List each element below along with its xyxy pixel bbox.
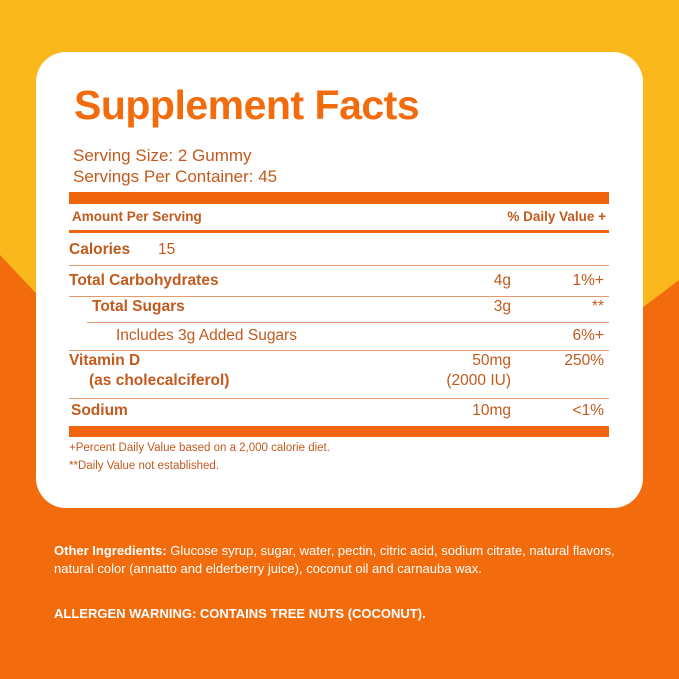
row-amount: 4g — [493, 272, 511, 289]
row-sublabel: (as cholecalciferol) — [89, 372, 230, 389]
row-label: Total Carbohydrates — [69, 272, 219, 289]
other-ingredients-text: Glucose syrup, sugar, water, pectin, cit… — [54, 543, 615, 576]
allergen-warning: ALLERGEN WARNING: CONTAINS TREE NUTS (CO… — [54, 606, 426, 621]
other-ingredients: Other Ingredients: Glucose syrup, sugar,… — [54, 542, 644, 578]
row-amount: 10mg — [472, 402, 511, 419]
supplement-facts-panel: Supplement Facts Serving Size: 2 Gummy S… — [36, 52, 643, 508]
row-label: Total Sugars — [92, 298, 185, 315]
row-label: Includes 3g Added Sugars — [116, 327, 297, 344]
divider — [69, 350, 609, 351]
divider-medium — [69, 230, 609, 233]
divider-thick — [69, 426, 609, 437]
row-amount: 3g — [493, 298, 511, 315]
footnote-not-established: **Daily Value not established. — [69, 460, 220, 472]
calories-label: Calories — [69, 241, 131, 258]
calories-value: 15 — [158, 241, 176, 258]
row-amount-iu: (2000 IU) — [446, 372, 511, 389]
row-label: Vitamin D — [69, 352, 141, 369]
row-dv: ** — [591, 298, 604, 315]
other-ingredients-label: Other Ingredients: — [54, 543, 167, 558]
row-dv: <1% — [572, 402, 604, 419]
row-dv: 6%+ — [572, 327, 604, 344]
row-label: Sodium — [71, 402, 128, 419]
amount-per-serving-header: Amount Per Serving — [72, 209, 202, 224]
serving-size: Serving Size: 2 Gummy — [73, 146, 252, 165]
divider — [87, 322, 609, 323]
divider — [69, 296, 609, 297]
row-amount: 50mg — [472, 352, 511, 369]
daily-value-header: % Daily Value + — [507, 209, 606, 224]
divider — [69, 398, 609, 399]
footnote-daily-value: +Percent Daily Value based on a 2,000 ca… — [69, 442, 330, 454]
divider — [69, 265, 609, 266]
servings-per-container: Servings Per Container: 45 — [73, 167, 278, 186]
divider-thick — [69, 192, 609, 204]
panel-title: Supplement Facts — [74, 82, 420, 128]
row-dv: 250% — [564, 352, 604, 369]
row-dv: 1%+ — [572, 272, 604, 289]
